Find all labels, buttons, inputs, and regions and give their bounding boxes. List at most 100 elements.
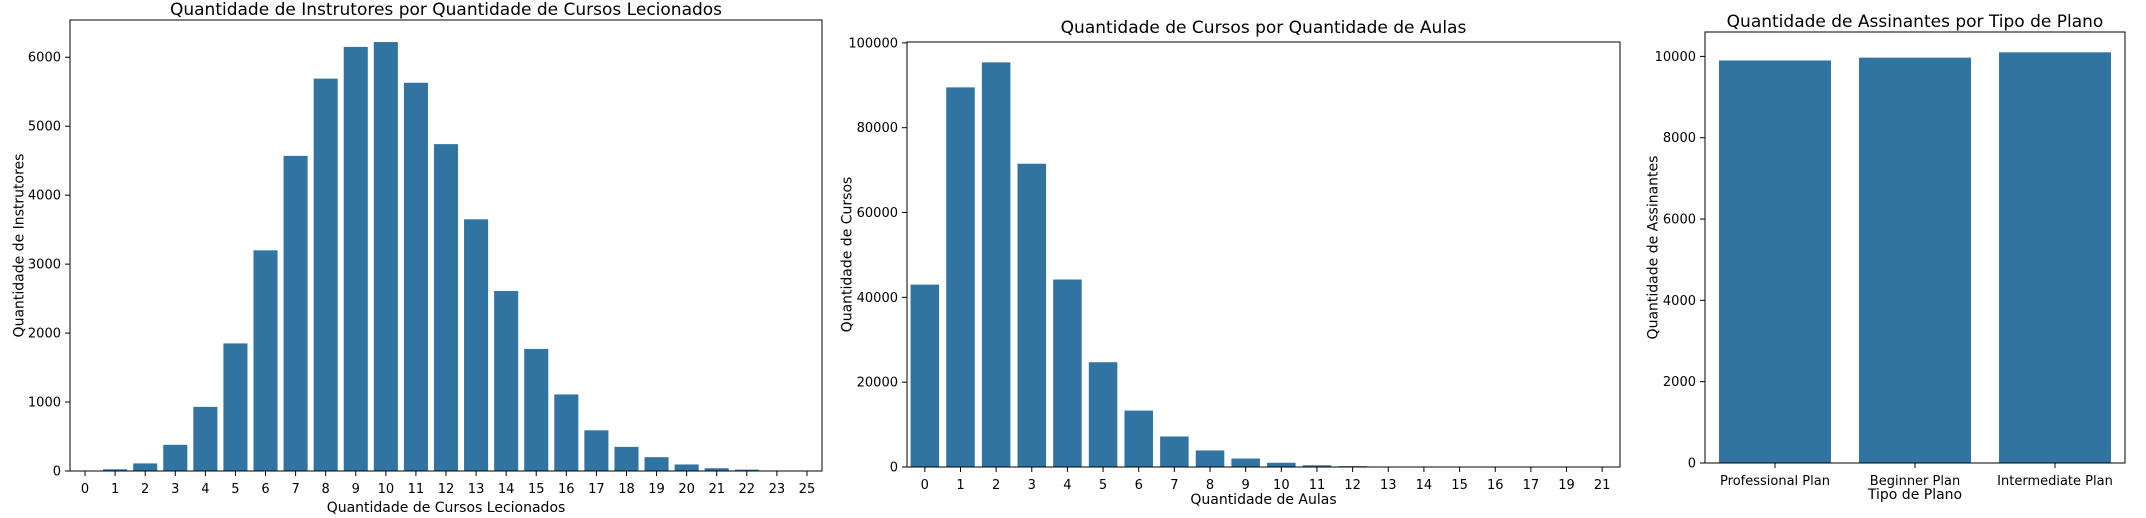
x-tick-label: 19	[648, 482, 665, 497]
y-axis-label: Quantidade de Assinantes	[1646, 156, 1662, 340]
bar-2	[133, 463, 158, 471]
bar-4	[193, 406, 218, 471]
x-tick-label: 3	[171, 482, 179, 497]
bar-14	[494, 291, 519, 471]
x-tick-label: 8	[322, 482, 330, 497]
bar-3	[163, 444, 188, 471]
plot-frame	[906, 41, 1621, 468]
x-tick-label: 22	[739, 482, 756, 497]
bar-4	[1053, 279, 1082, 467]
chart-1: 0 1 2 3 4 5 6 7 8 9 10 11 12 13 14 15 16 17 18 19 20 21 22 23 25…	[12, 0, 823, 516]
bar-3	[1017, 163, 1047, 468]
y-tick-label: 0	[53, 465, 61, 480]
x-axis-label: Quantidade de Aulas	[1190, 492, 1336, 508]
bar-0	[910, 284, 940, 467]
bar-6	[253, 250, 278, 471]
x-tick-label: 7	[1170, 478, 1178, 493]
bar-22	[734, 469, 759, 471]
bar-9	[343, 46, 368, 471]
x-tick-label: 1	[956, 478, 964, 493]
x-tick-label: 2	[141, 482, 149, 497]
x-tick-label: 15	[1451, 478, 1468, 493]
x-tick-label: 9	[352, 482, 360, 497]
bar-12	[433, 144, 459, 471]
y-axis-label: Quantidade de Instrutores	[12, 154, 28, 338]
bar-17	[584, 430, 609, 471]
x-tick-label: 21	[1594, 478, 1611, 493]
y-tick-label: 60000	[857, 206, 898, 221]
x-tick-label: 1	[111, 482, 119, 497]
bar-21	[704, 468, 729, 471]
bar-16	[554, 394, 579, 471]
x-tick-label: 0	[81, 482, 89, 497]
x-tick-label: 12	[438, 482, 455, 497]
bar-professional-plan	[1719, 60, 1831, 464]
x-tick-label: 8	[1206, 478, 1214, 493]
x-tick-label: 21	[708, 482, 725, 497]
x-tick-label: 25	[799, 482, 816, 497]
y-tick-label: 2000	[28, 327, 61, 342]
x-tick-label: 18	[618, 482, 635, 497]
y-axis-label: Quantidade de Cursos	[840, 177, 856, 333]
x-tick-label: 7	[291, 482, 299, 497]
x-tick-label: Beginner Plan	[1870, 474, 1960, 489]
x-tick-label: 14	[1416, 478, 1433, 493]
chart-title: Quantidade de Cursos por Quantidade de A…	[1061, 18, 1467, 38]
x-tick-label: 20	[678, 482, 695, 497]
y-tick-label: 40000	[857, 291, 898, 306]
y-tick-label: 6000	[28, 51, 61, 66]
x-tick-label: 10	[378, 482, 395, 497]
x-tick-label: 19	[1558, 478, 1575, 493]
bar-beginner-plan	[1859, 57, 1971, 464]
bar-2	[981, 62, 1011, 468]
x-tick-label: 9	[1242, 478, 1250, 493]
bar-11	[403, 82, 428, 471]
y-tick-label: 10000	[1655, 50, 1696, 65]
y-tick-label: 80000	[857, 121, 898, 136]
x-tick-label: 13	[1380, 478, 1397, 493]
x-tick-label: 23	[769, 482, 786, 497]
x-tick-label: 14	[498, 482, 515, 497]
y-tick-label: 3000	[28, 258, 61, 273]
y-tick-label: 20000	[857, 376, 898, 391]
x-axis-label: Quantidade de Cursos Lecionados	[327, 500, 566, 516]
y-tick-label: 2000	[1663, 375, 1696, 390]
x-tick-label: 6	[261, 482, 269, 497]
bar-8	[313, 78, 338, 472]
x-tick-label: 11	[408, 482, 425, 497]
bar-10	[373, 42, 398, 471]
y-tick-label: 6000	[1663, 213, 1696, 228]
bar-8	[1195, 450, 1225, 467]
x-tick-label: 5	[1099, 478, 1107, 493]
x-tick-label: 17	[588, 482, 605, 497]
bar-5	[1088, 362, 1118, 467]
y-tick-label: 4000	[28, 189, 61, 204]
bar-6	[1124, 410, 1153, 467]
x-tick-label: 16	[558, 482, 575, 497]
y-tick-label: 0	[1688, 457, 1696, 472]
x-tick-label: 2	[992, 478, 1000, 493]
bar-20	[674, 464, 699, 471]
y-tick-label: 100000	[848, 36, 898, 51]
y-tick-label: 4000	[1663, 294, 1696, 309]
bar-15	[524, 348, 549, 471]
bar-10	[1267, 462, 1296, 467]
x-tick-label: 10	[1273, 478, 1290, 493]
x-tick-label: 15	[528, 482, 545, 497]
y-tick-label: 0	[890, 461, 898, 476]
x-tick-label: 12	[1344, 478, 1361, 493]
bar-7	[283, 155, 308, 471]
x-tick-label: 11	[1309, 478, 1326, 493]
y-tick-label: 8000	[1663, 131, 1696, 146]
y-tick-label: 5000	[28, 120, 61, 135]
chart-3: Professional Plan Beginner Plan Intermedia…	[1646, 12, 2126, 503]
x-axis-label: Tipo de Plano	[1867, 487, 1962, 503]
x-tick-label: 4	[201, 482, 209, 497]
bar-5	[223, 343, 248, 471]
y-tick-label: 1000	[28, 396, 61, 411]
bar-7	[1160, 436, 1189, 467]
bar-9	[1231, 458, 1260, 467]
x-tick-label: 17	[1523, 478, 1540, 493]
bar-19	[644, 457, 669, 471]
